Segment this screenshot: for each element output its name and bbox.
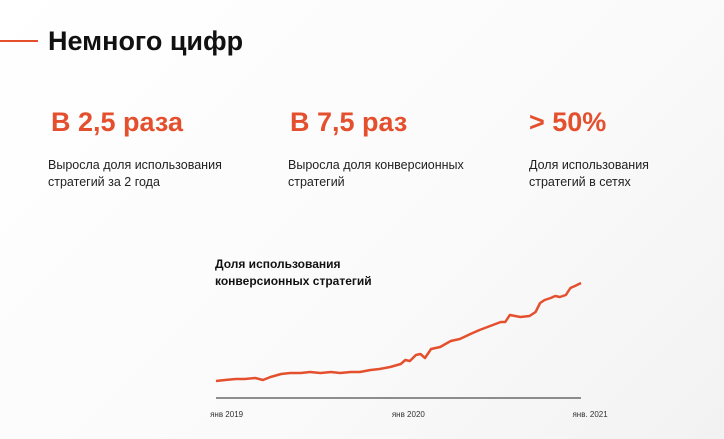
- stat-value: В 7,5 раз: [290, 107, 408, 137]
- stat-text: Выросла доля конверсионных стратегий: [288, 158, 464, 189]
- x-tick-label: янв. 2021: [572, 410, 608, 419]
- slide-title: Немного цифр: [48, 26, 244, 56]
- stat-value: В 2,5 раза: [51, 107, 183, 137]
- x-tick-label: янв 2019: [210, 410, 244, 419]
- stat-text: Выросла доля использования стратегий за …: [48, 158, 222, 189]
- stat-text: Доля использования стратегий в сетях: [529, 158, 649, 189]
- x-tick-label: янв 2020: [392, 410, 426, 419]
- accent-bar: [0, 40, 38, 42]
- stat-value: > 50%: [529, 107, 607, 137]
- chart-title: Доля использования конверсионных стратег…: [215, 257, 372, 288]
- data-line: [215, 281, 582, 383]
